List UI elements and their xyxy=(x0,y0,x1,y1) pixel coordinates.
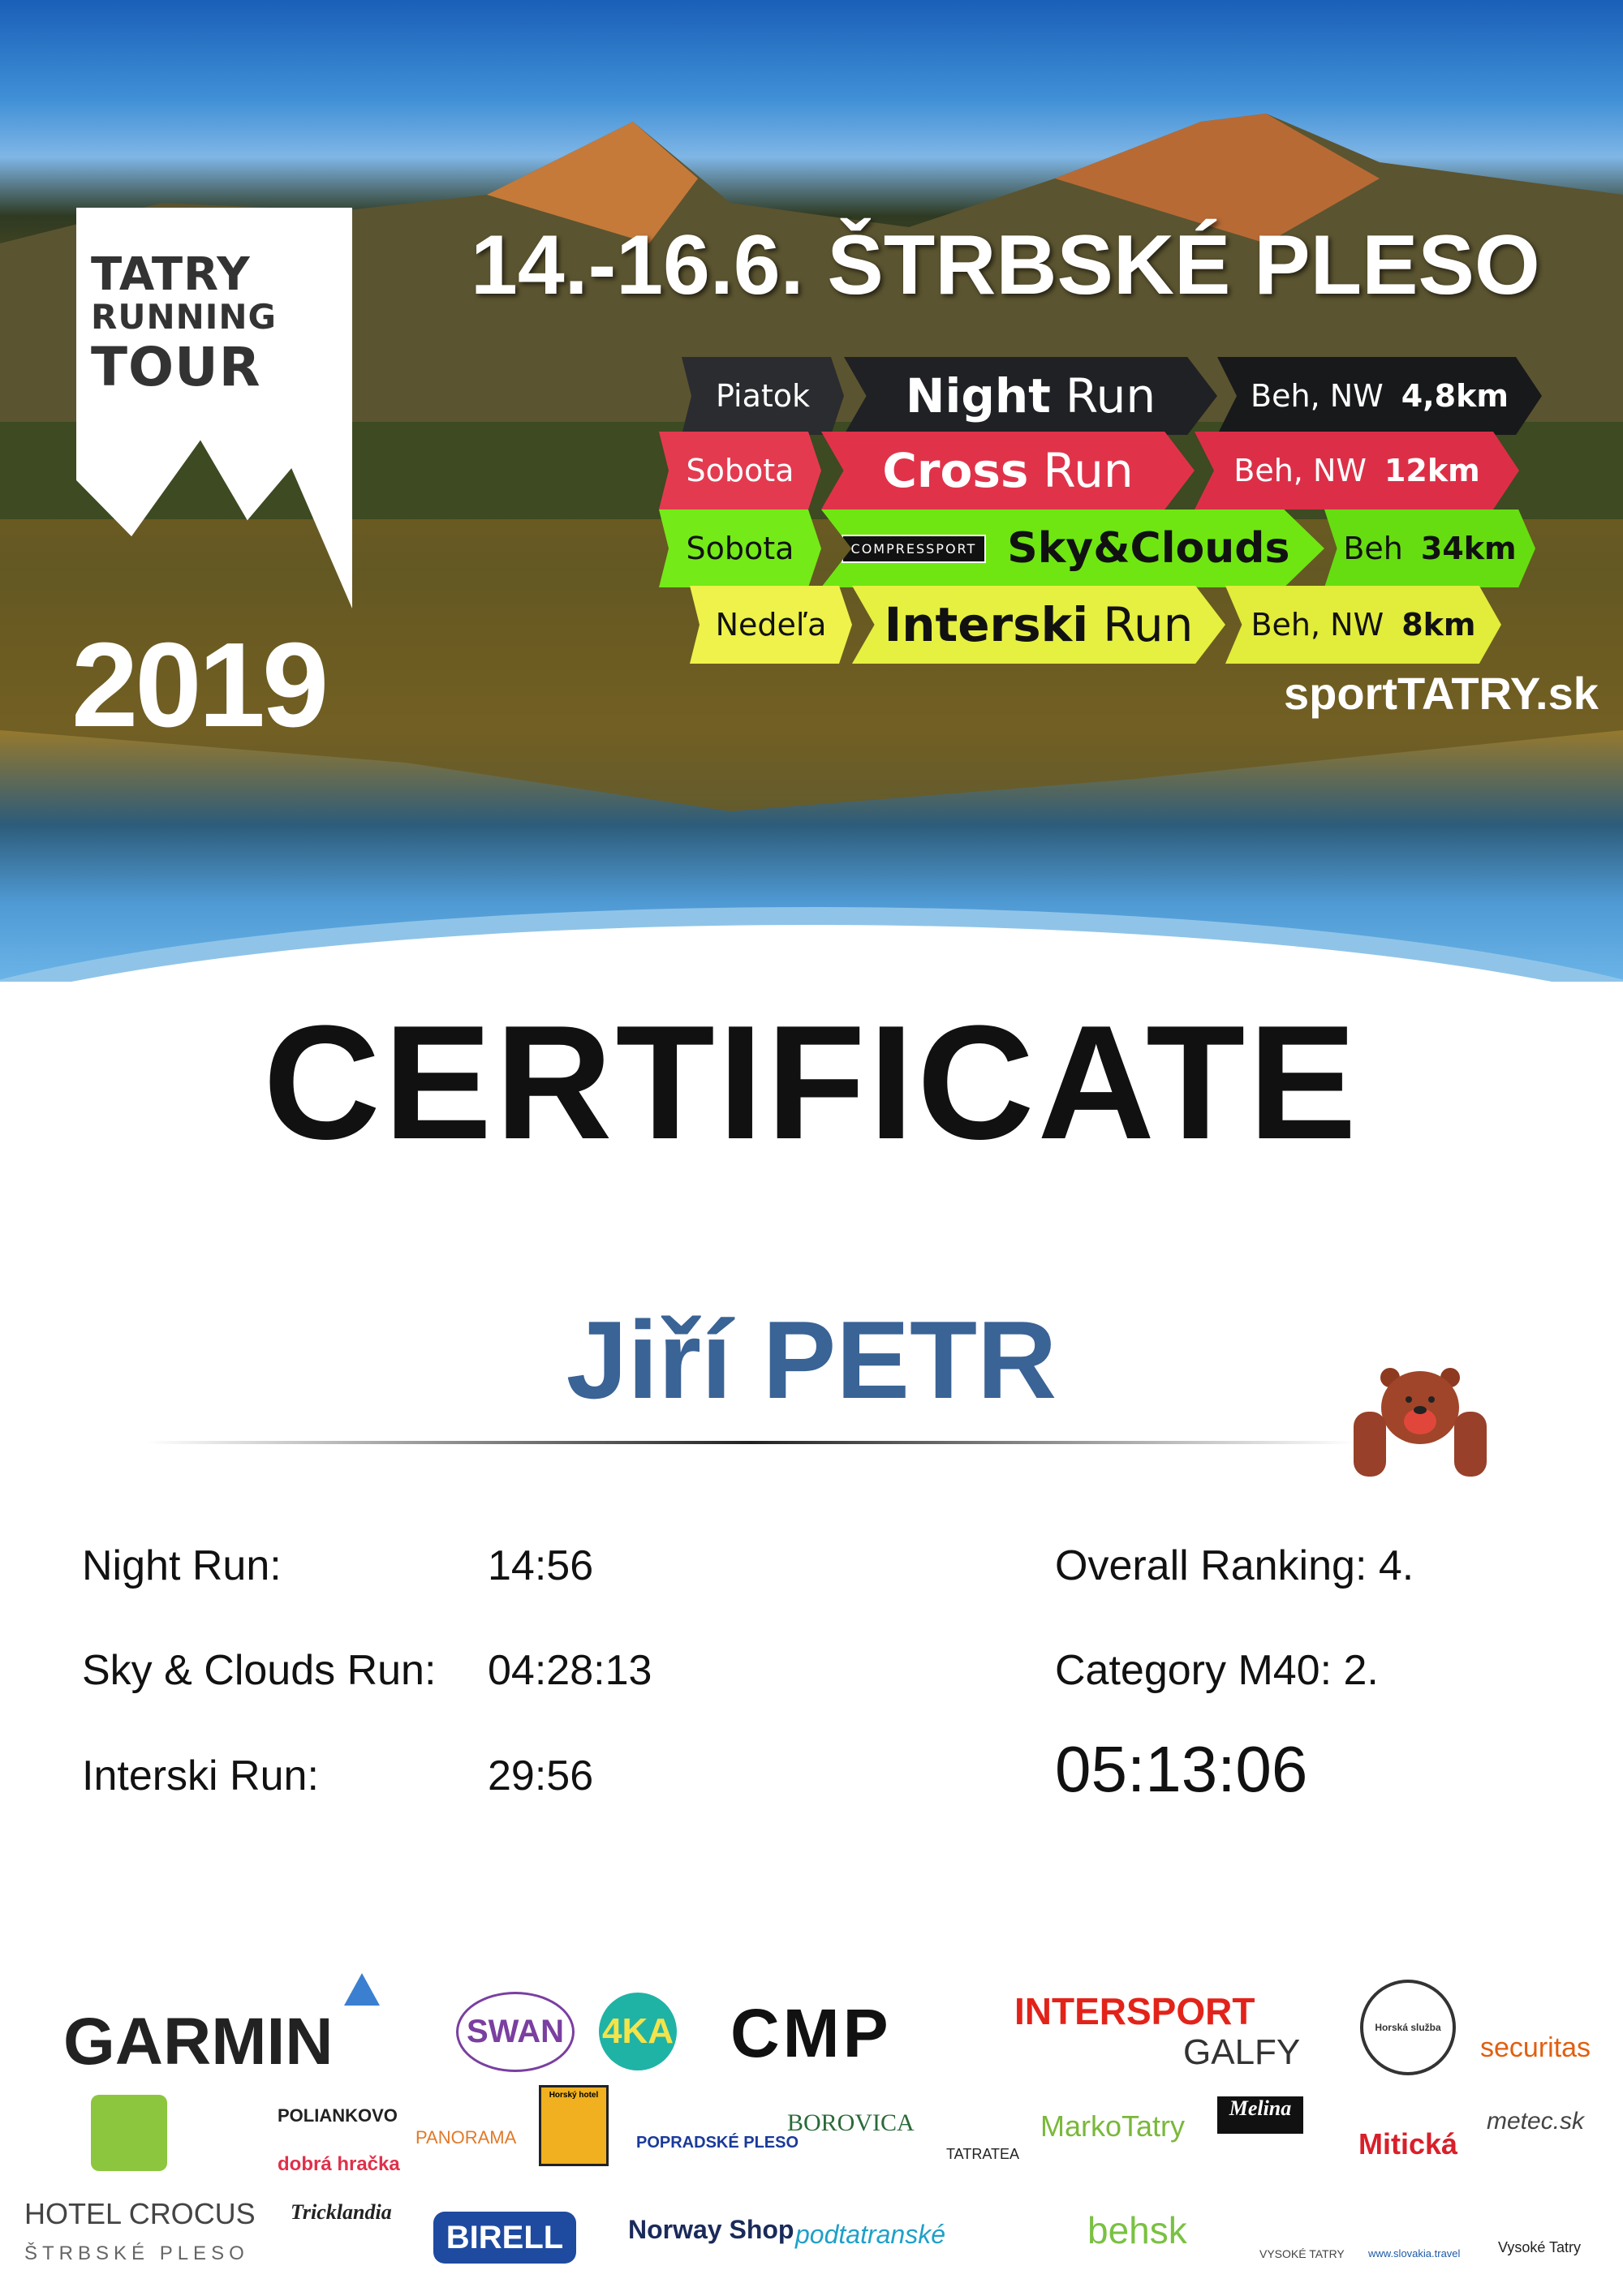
race-day: Piatok xyxy=(682,357,844,435)
sponsor-logo: Melina xyxy=(1217,2096,1303,2134)
sponsor-logo: behsk xyxy=(1087,2209,1187,2251)
sponsor-logo: www.slovakia.travel xyxy=(1368,2247,1461,2259)
sponsor-logo: ŠTRBSKÉ PLESO xyxy=(24,2242,249,2264)
race-day: Nedeľa xyxy=(690,586,852,664)
bear-icon xyxy=(1354,1368,1487,1477)
race-band-cross-run: Sobota Cross Run Beh, NW 12km xyxy=(659,432,1519,510)
race-band-interski-run: Nedeľa Interski Run Beh, NW 8km xyxy=(690,586,1501,664)
logo-line: RUNNING xyxy=(91,297,277,337)
sponsor-logo: securitas xyxy=(1480,2032,1591,2063)
sponsor-logo: Norway Shop xyxy=(628,2215,794,2244)
sponsor-logo: Horská služba xyxy=(1360,1980,1456,2075)
result-label: Night Run: xyxy=(82,1542,282,1589)
sponsor-logo: Mitická xyxy=(1358,2127,1458,2161)
compressport-logo: COMPRESSPORT xyxy=(841,534,987,563)
sponsor-logo: POPRADSKÉ PLESO xyxy=(636,2134,799,2152)
race-day: Sobota xyxy=(659,432,821,510)
race-distance: Beh, NW 12km xyxy=(1195,432,1519,510)
sponsor-logo: SWAN xyxy=(456,1992,575,2072)
race-distance: Beh, NW 4,8km xyxy=(1217,357,1542,435)
result-label: Sky & Clouds Run: xyxy=(82,1647,437,1694)
certificate-title: CERTIFICATE xyxy=(263,992,1360,1173)
sponsor-logo: HOTEL CROCUS xyxy=(24,2197,256,2230)
sponsor-logo: GARMIN xyxy=(63,2005,334,2079)
sponsor-logo: POLIANKOVO xyxy=(278,2105,398,2126)
year: 2019 xyxy=(71,618,329,752)
category-ranking: Category M40: 2. xyxy=(1055,1647,1379,1694)
race-band-sky-clouds: Sobota COMPRESSPORT Sky&Clouds Beh 34km xyxy=(659,510,1535,587)
race-name: COMPRESSPORT Sky&Clouds xyxy=(821,510,1324,587)
result-time: 04:28:13 xyxy=(488,1647,652,1694)
sponsor-logo: CMP xyxy=(730,1995,892,2071)
race-day: Sobota xyxy=(659,510,821,587)
participant-name: Jiří PETR xyxy=(566,1298,1057,1421)
result-label: Interski Run: xyxy=(82,1752,319,1799)
race-distance: Beh 34km xyxy=(1324,510,1535,587)
garmin-triangle-icon xyxy=(344,1973,380,2006)
sponsor-logo: GALFY xyxy=(1183,2032,1301,2072)
sponsor-logo: dobrá hračka xyxy=(278,2153,400,2175)
sponsor-logo: BOROVICA xyxy=(787,2109,915,2136)
logo-line: TOUR xyxy=(91,336,261,398)
sponsor-logo: BIRELL xyxy=(433,2212,576,2264)
sponsor-logo: 4KA xyxy=(599,1993,677,2070)
race-name: Cross Run xyxy=(821,432,1195,510)
sponsor-logo: Tricklandia xyxy=(291,2200,392,2224)
hotel-crocus-icon xyxy=(91,2095,167,2171)
sponsor-logo: TATRATEA xyxy=(946,2146,1019,2162)
race-name: Interski Run xyxy=(852,586,1225,664)
divider xyxy=(146,1441,1355,1444)
sponsor-logo: podtatranské xyxy=(795,2220,946,2249)
result-time: 14:56 xyxy=(488,1542,594,1589)
sponsor-logo: INTERSPORT xyxy=(1014,1990,1255,2032)
sponsor-logo: Horský hotel xyxy=(539,2085,609,2166)
race-distance: Beh, NW 8km xyxy=(1225,586,1501,664)
total-time: 05:13:06 xyxy=(1055,1733,1308,1805)
logo-line: TATRY xyxy=(91,248,251,301)
overall-ranking: Overall Ranking: 4. xyxy=(1055,1542,1414,1589)
sponsor-logo: MarkoTatry xyxy=(1040,2109,1186,2143)
sponsor-logo: PANORAMA xyxy=(415,2127,517,2148)
sponsor-logo: VYSOKÉ TATRY xyxy=(1259,2247,1345,2260)
sponsor-logo: Vysoké Tatry xyxy=(1498,2239,1582,2255)
website-link[interactable]: sportTATRY.sk xyxy=(1284,668,1599,719)
race-band-night-run: Piatok Night Run Beh, NW 4,8km xyxy=(682,357,1542,435)
mountain-landscape xyxy=(0,114,1623,811)
event-date-location: 14.-16.6. ŠTRBSKÉ PLESO xyxy=(471,218,1540,312)
result-time: 29:56 xyxy=(488,1752,594,1799)
race-name: Night Run xyxy=(844,357,1217,435)
sponsor-logo: metec.sk xyxy=(1487,2108,1585,2135)
